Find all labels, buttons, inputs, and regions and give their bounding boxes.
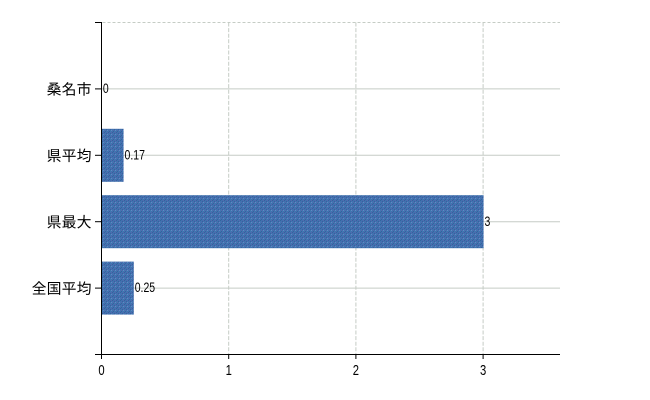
svg-text:0: 0 (103, 81, 109, 97)
svg-text:2: 2 (353, 361, 359, 378)
svg-text:0: 0 (98, 361, 104, 378)
svg-text:0.17: 0.17 (125, 147, 146, 163)
svg-text:3: 3 (480, 361, 486, 378)
svg-text:1: 1 (226, 361, 232, 378)
svg-text:0.25: 0.25 (135, 280, 156, 296)
svg-text:3: 3 (485, 213, 491, 229)
